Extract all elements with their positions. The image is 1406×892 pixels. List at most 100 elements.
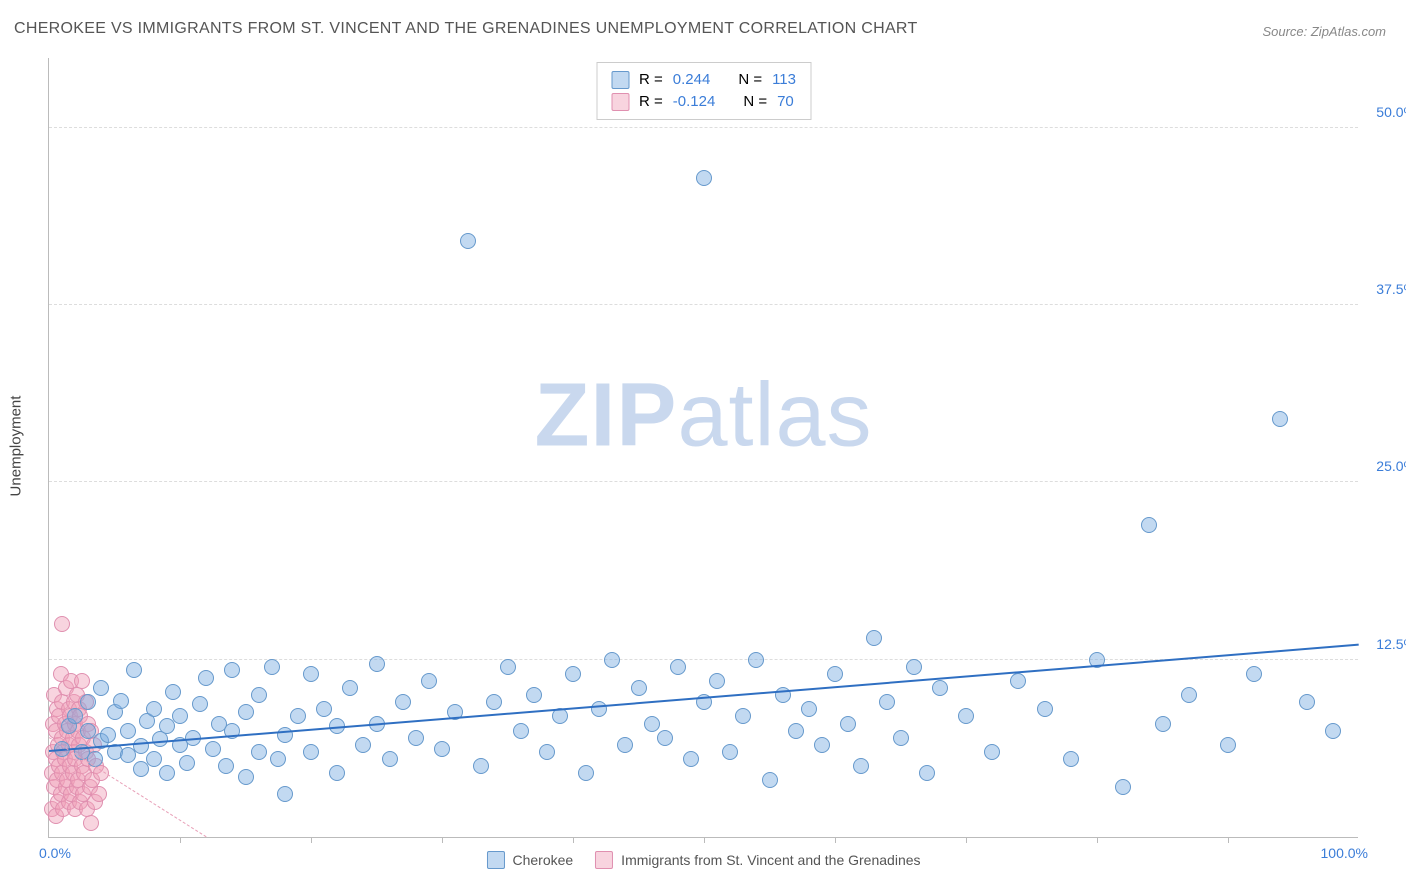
blue-point [827,666,843,682]
blue-point [277,786,293,802]
blue-point [879,694,895,710]
blue-point [762,772,778,788]
blue-point [1063,751,1079,767]
x-minor-tick [180,837,181,843]
x-minor-tick [311,837,312,843]
blue-point [382,751,398,767]
blue-point [1299,694,1315,710]
watermark: ZIPatlas [534,365,872,468]
stats-legend: R = 0.244 N = 113 R = -0.124 N = 70 [596,62,811,120]
blue-point [1272,411,1288,427]
blue-point [270,751,286,767]
n-label-pink: N = [743,91,767,113]
blue-point [80,694,96,710]
blue-point [146,701,162,717]
legend-label-pink: Immigrants from St. Vincent and the Gren… [621,852,920,868]
blue-point [893,730,909,746]
blue-point [238,704,254,720]
y-axis-label: Unemployment [8,396,25,497]
blue-point [539,744,555,760]
r-value-pink: -0.124 [673,91,716,113]
blue-point [696,170,712,186]
gridline [49,127,1358,128]
blue-point [748,652,764,668]
blue-point [342,680,358,696]
blue-point [355,737,371,753]
swatch-blue [486,851,504,869]
x-minor-tick [704,837,705,843]
n-label-blue: N = [738,69,762,91]
blue-point [473,758,489,774]
watermark-zip: ZIP [534,366,677,466]
blue-point [1325,723,1341,739]
legend-item-pink: Immigrants from St. Vincent and the Gren… [595,851,920,869]
blue-point [840,716,856,732]
blue-point [316,701,332,717]
blue-point [500,659,516,675]
r-value-blue: 0.244 [673,69,711,91]
blue-point [644,716,660,732]
blue-point [434,741,450,757]
n-value-pink: 70 [777,91,794,113]
n-value-blue: 113 [772,69,796,91]
blue-point [513,723,529,739]
blue-point [67,708,83,724]
legend-item-blue: Cherokee [486,851,573,869]
blue-point [526,687,542,703]
blue-point [1037,701,1053,717]
correlation-chart: CHEROKEE VS IMMIGRANTS FROM ST. VINCENT … [0,0,1406,892]
watermark-atlas: atlas [677,366,872,466]
pink-point [91,786,107,802]
blue-point [133,738,149,754]
blue-point [932,680,948,696]
blue-point [919,765,935,781]
blue-point [198,670,214,686]
x-minor-tick [442,837,443,843]
blue-point [866,630,882,646]
blue-point [93,680,109,696]
blue-point [1141,517,1157,533]
blue-point [120,723,136,739]
blue-point [814,737,830,753]
blue-point [100,727,116,743]
blue-point [395,694,411,710]
blue-point [709,673,725,689]
blue-point [657,730,673,746]
blue-point [1115,779,1131,795]
blue-point [565,666,581,682]
blue-point [205,741,221,757]
pink-point [83,815,99,831]
blue-point [1181,687,1197,703]
gridline [49,481,1358,482]
blue-point [1220,737,1236,753]
blue-point [303,666,319,682]
legend-label-blue: Cherokee [512,852,573,868]
blue-point [192,696,208,712]
blue-point [251,687,267,703]
blue-point [290,708,306,724]
y-tick-label: 25.0% [1366,458,1406,474]
blue-point [369,656,385,672]
source-label: Source: ZipAtlas.com [1262,24,1386,39]
blue-point [853,758,869,774]
blue-point [906,659,922,675]
blue-point [958,708,974,724]
swatch-pink [595,851,613,869]
blue-point [421,673,437,689]
swatch-pink [611,93,629,111]
blue-point [87,751,103,767]
blue-point [408,730,424,746]
blue-point [578,765,594,781]
blue-point [722,744,738,760]
blue-point [113,693,129,709]
blue-point [159,765,175,781]
blue-point [486,694,502,710]
blue-point [617,737,633,753]
pink-point [74,673,90,689]
blue-point [604,652,620,668]
blue-point [224,662,240,678]
gridline [49,304,1358,305]
blue-point [179,755,195,771]
x-tick-0: 0.0% [39,845,71,861]
x-minor-tick [573,837,574,843]
